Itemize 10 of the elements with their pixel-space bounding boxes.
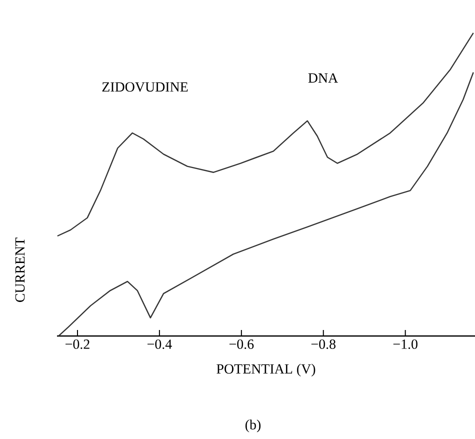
text: (b)	[245, 420, 261, 432]
x-tick-label: −0.6	[229, 340, 254, 349]
x-axis-title: POTENTIAL (V)	[216, 364, 316, 376]
y-axis-title: CURRENT	[15, 238, 25, 302]
x-tick-label: −1.0	[393, 340, 418, 349]
annotation: ZIDOVUDINE	[102, 82, 188, 92]
x-tick-label: −0.8	[311, 340, 336, 349]
x-tick-label: −0.2	[66, 340, 90, 349]
x-tick-label: −0.4	[147, 340, 172, 349]
annotation: DNA	[308, 73, 338, 83]
